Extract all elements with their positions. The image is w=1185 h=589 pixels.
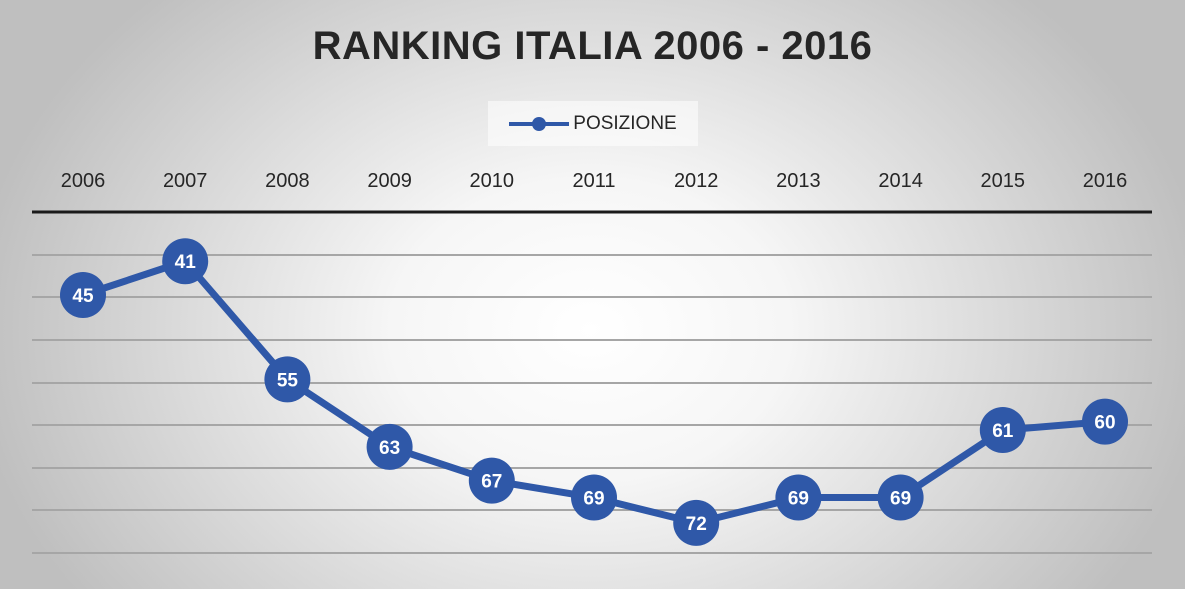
x-tick-label: 2015 bbox=[981, 170, 1026, 192]
chart-title: RANKING ITALIA 2006 - 2016 bbox=[312, 24, 873, 68]
legend-line-marker-icon bbox=[509, 114, 570, 134]
x-tick-label: 2012 bbox=[674, 170, 719, 192]
data-point bbox=[264, 356, 311, 403]
data-point bbox=[775, 474, 822, 521]
data-point bbox=[468, 457, 515, 504]
x-tick-label: 2011 bbox=[572, 170, 615, 192]
data-label: 41 bbox=[175, 252, 197, 273]
series-posizione: 45 41 55 63 67 69 72 69 69 61 60 bbox=[60, 238, 1128, 546]
data-point bbox=[571, 474, 617, 521]
x-tick-label: 2008 bbox=[265, 170, 310, 192]
data-label: 60 bbox=[1094, 413, 1115, 434]
x-tick-label: 2014 bbox=[878, 170, 923, 192]
data-label: 45 bbox=[72, 286, 94, 307]
data-point bbox=[1082, 398, 1128, 445]
x-tick-label: 2010 bbox=[470, 170, 515, 192]
data-point bbox=[877, 474, 924, 521]
chart-legend: POSIZIONE bbox=[488, 101, 698, 146]
data-label: 69 bbox=[583, 489, 604, 510]
data-point bbox=[60, 272, 106, 318]
data-point bbox=[673, 499, 720, 546]
data-label: 69 bbox=[890, 489, 911, 510]
x-axis-labels: 2006 2007 2008 2009 2010 2011 2012 2013 2014 2015… bbox=[61, 170, 1128, 192]
x-tick-label: 2009 bbox=[367, 170, 412, 192]
data-label: 69 bbox=[788, 489, 809, 510]
x-tick-label: 2006 bbox=[61, 170, 106, 192]
data-label: 72 bbox=[686, 514, 707, 535]
data-point bbox=[979, 407, 1026, 454]
legend-label: POSIZIONE bbox=[573, 112, 677, 134]
data-label: 61 bbox=[992, 421, 1014, 442]
x-tick-label: 2016 bbox=[1083, 170, 1128, 192]
data-point bbox=[366, 423, 413, 470]
data-label: 55 bbox=[277, 370, 299, 391]
x-tick-label: 2007 bbox=[163, 170, 208, 192]
data-label: 63 bbox=[379, 438, 400, 459]
data-point bbox=[162, 238, 209, 285]
x-tick-label: 2013 bbox=[776, 170, 821, 192]
data-label: 67 bbox=[481, 472, 502, 493]
gridlines bbox=[32, 254, 1152, 554]
